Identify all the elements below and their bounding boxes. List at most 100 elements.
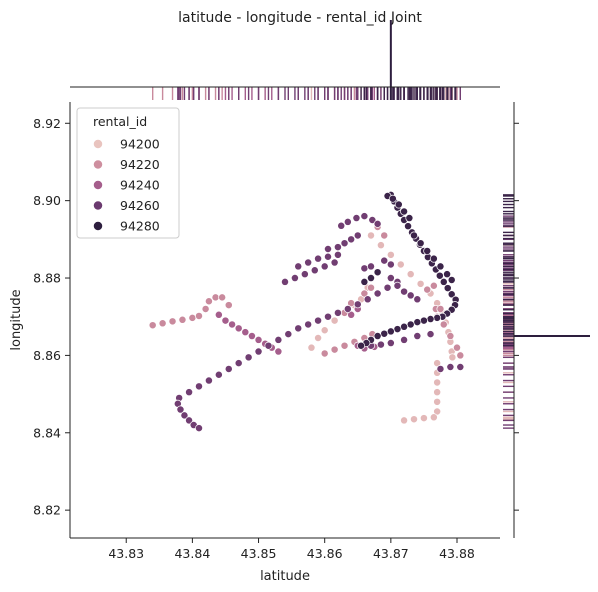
data-point (221, 316, 230, 325)
y-tick-label: 8.88 (33, 271, 61, 286)
data-point (386, 250, 395, 259)
data-point (367, 283, 375, 292)
legend-marker (93, 139, 103, 149)
x-tick-label: 43.85 (241, 546, 277, 561)
data-point (426, 330, 435, 339)
data-point (337, 221, 346, 230)
data-point (426, 315, 435, 323)
data-point (396, 260, 405, 269)
data-point (357, 341, 366, 350)
data-point (340, 341, 349, 350)
data-point (406, 291, 415, 300)
legend-label: 94240 (120, 178, 160, 193)
data-point (330, 316, 339, 325)
data-point (456, 363, 465, 371)
data-point (333, 250, 342, 259)
legend: rental_id 94200 94220 94240 94260 94280 (76, 107, 180, 239)
data-point (439, 277, 448, 286)
data-point (456, 351, 465, 360)
data-point (343, 305, 352, 313)
data-point (429, 413, 438, 422)
data-point (416, 239, 425, 248)
legend-title: rental_id (93, 114, 147, 129)
data-point (234, 359, 243, 368)
data-point (347, 235, 356, 244)
data-point (310, 266, 319, 275)
y-tick-label: 8.84 (33, 425, 61, 440)
x-axis-label: latitude (260, 569, 310, 584)
data-point (436, 262, 445, 271)
data-point (373, 268, 382, 277)
legend-label: 94220 (120, 157, 160, 172)
data-point (314, 316, 323, 325)
data-point (333, 308, 342, 317)
data-point (294, 262, 303, 271)
data-point (360, 277, 369, 286)
data-point (410, 231, 418, 240)
data-point (254, 347, 263, 356)
data-point (435, 271, 444, 280)
data-point (393, 281, 402, 290)
data-point (433, 378, 442, 387)
legend-marker (93, 159, 103, 170)
data-point (367, 262, 375, 271)
data-point (388, 194, 397, 203)
data-point (400, 335, 409, 344)
data-point (353, 231, 362, 240)
data-point (433, 388, 442, 397)
data-point (383, 283, 392, 292)
x-tick-label: 43.86 (307, 546, 343, 561)
data-point (367, 274, 375, 282)
data-point (178, 315, 187, 324)
data-point (347, 310, 356, 319)
data-point (393, 325, 402, 334)
data-point (406, 320, 415, 329)
data-point (448, 353, 457, 362)
data-point (352, 214, 361, 223)
data-point (168, 317, 177, 326)
data-point (386, 274, 395, 282)
data-point (419, 414, 428, 423)
data-point (307, 343, 316, 352)
data-point (376, 241, 385, 250)
data-point (284, 330, 293, 339)
data-point (294, 324, 303, 333)
data-point (446, 363, 455, 371)
legend-label: 94260 (120, 198, 160, 213)
data-point (185, 416, 194, 425)
data-point (360, 264, 369, 273)
data-point (195, 382, 203, 391)
data-point (386, 260, 395, 269)
legend-label: 94200 (120, 137, 160, 152)
legend-entry: 94260 (93, 198, 160, 213)
data-point (330, 258, 339, 267)
data-point (413, 332, 422, 341)
data-point (314, 254, 323, 263)
data-point (340, 239, 349, 248)
data-point (247, 332, 256, 341)
data-point (433, 359, 442, 368)
data-point (368, 216, 377, 224)
data-point (274, 347, 283, 356)
data-point (416, 279, 425, 288)
data-point (380, 329, 389, 338)
legend-entry: 94280 (93, 219, 160, 234)
data-point (360, 289, 369, 298)
data-point (423, 285, 432, 294)
legend-entry: 94240 (93, 178, 160, 193)
scatter-points (148, 190, 465, 433)
data-point (224, 364, 233, 373)
data-point (447, 276, 456, 284)
data-point (404, 222, 412, 231)
data-point (433, 397, 442, 406)
data-point (228, 320, 237, 329)
data-point (446, 332, 455, 341)
data-point (201, 305, 210, 313)
data-point (447, 290, 456, 299)
data-point (211, 293, 220, 302)
data-point (188, 313, 197, 322)
data-point (363, 295, 372, 304)
data-point (394, 200, 403, 209)
